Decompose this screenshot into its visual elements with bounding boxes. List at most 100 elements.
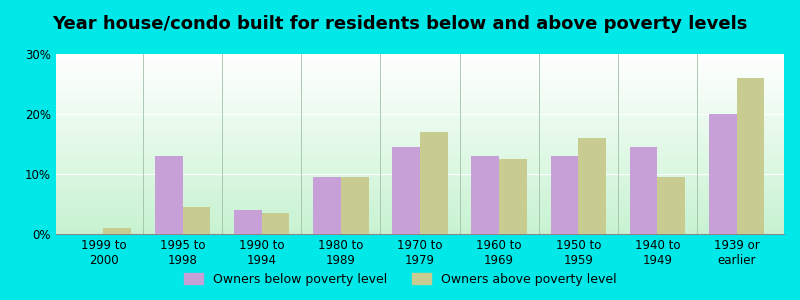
Bar (56, 219, 784, 220)
Bar (182, 207, 210, 234)
Bar (56, 225, 784, 226)
Bar (56, 151, 784, 152)
Bar (56, 83, 784, 84)
Bar (56, 60, 784, 61)
Bar (56, 69, 784, 70)
Bar (56, 176, 784, 177)
Bar (56, 71, 784, 72)
Bar (56, 90, 784, 91)
Bar (56, 149, 784, 150)
Bar (56, 150, 784, 151)
Bar (392, 147, 420, 234)
Bar (56, 213, 784, 214)
Bar (56, 66, 784, 67)
Bar (56, 85, 784, 86)
Bar (56, 172, 784, 173)
Bar (56, 72, 784, 73)
Bar (56, 61, 784, 62)
Bar (56, 190, 784, 191)
Bar (56, 232, 784, 233)
Bar (56, 112, 784, 113)
Bar (56, 197, 784, 198)
Bar (56, 168, 784, 169)
Bar (56, 94, 784, 95)
Bar (56, 140, 784, 141)
Bar (56, 208, 784, 209)
Bar (56, 122, 784, 123)
Bar (56, 123, 784, 124)
Bar (56, 165, 784, 166)
Bar (56, 218, 784, 219)
Bar (56, 137, 784, 138)
Bar (56, 231, 784, 232)
Bar (234, 210, 262, 234)
Bar (56, 132, 784, 133)
Bar (56, 153, 784, 154)
Bar (56, 217, 784, 218)
Bar (155, 156, 182, 234)
Bar (56, 126, 784, 127)
Bar (56, 220, 784, 221)
Bar (56, 98, 784, 99)
Bar (56, 202, 784, 203)
Bar (313, 177, 341, 234)
Bar (56, 96, 784, 97)
Bar (56, 110, 784, 111)
Bar (56, 73, 784, 74)
Bar (56, 76, 784, 77)
Bar (56, 202, 784, 203)
Bar (56, 155, 784, 156)
Bar (56, 193, 784, 194)
Legend: Owners below poverty level, Owners above poverty level: Owners below poverty level, Owners above… (179, 268, 621, 291)
Bar (56, 84, 784, 85)
Bar (658, 177, 685, 234)
Bar (56, 198, 784, 199)
Bar (56, 56, 784, 57)
Bar (56, 77, 784, 78)
Bar (56, 130, 784, 131)
Bar (56, 70, 784, 71)
Bar (56, 136, 784, 137)
Bar (56, 95, 784, 96)
Bar (56, 229, 784, 230)
Bar (56, 169, 784, 170)
Bar (56, 57, 784, 58)
Bar (56, 129, 784, 130)
Bar (56, 209, 784, 210)
Bar (56, 64, 784, 65)
Bar (56, 210, 784, 211)
Bar (56, 211, 784, 212)
Bar (56, 158, 784, 159)
Bar (499, 159, 527, 234)
Bar (56, 144, 784, 145)
Bar (56, 181, 784, 182)
Bar (56, 89, 784, 90)
Bar (56, 156, 784, 157)
Bar (56, 107, 784, 108)
Bar (56, 133, 784, 134)
Bar (56, 178, 784, 179)
Bar (56, 55, 784, 56)
Bar (56, 215, 784, 216)
Bar (341, 177, 369, 234)
Bar (56, 183, 784, 184)
Bar (56, 134, 784, 135)
Bar (262, 213, 290, 234)
Bar (709, 114, 737, 234)
Bar (56, 171, 784, 172)
Bar (56, 161, 784, 162)
Bar (56, 152, 784, 153)
Bar (56, 206, 784, 207)
Bar (56, 85, 784, 86)
Bar (56, 116, 784, 117)
Bar (56, 120, 784, 121)
Bar (56, 135, 784, 136)
Bar (56, 109, 784, 110)
Bar (56, 203, 784, 204)
Bar (420, 132, 448, 234)
Bar (56, 199, 784, 200)
Bar (56, 204, 784, 205)
Bar (56, 138, 784, 139)
Bar (56, 103, 784, 104)
Bar (630, 147, 658, 234)
